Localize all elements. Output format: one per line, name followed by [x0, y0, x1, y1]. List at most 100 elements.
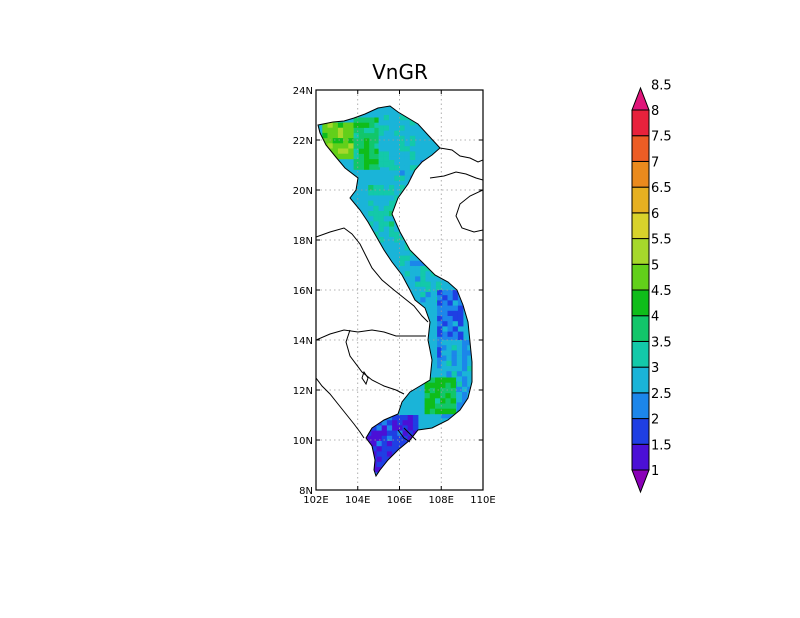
- heat-cell: [348, 132, 354, 139]
- heat-cell: [327, 132, 333, 139]
- heat-cell: [322, 132, 328, 139]
- heat-cell: [358, 143, 365, 149]
- colorbar-label: 3.5: [651, 335, 672, 350]
- x-tick-label: 102E: [303, 495, 328, 506]
- heat-cell: [399, 255, 405, 262]
- heat-cell: [378, 115, 385, 121]
- heat-cell: [409, 125, 416, 131]
- heat-cell: [368, 221, 374, 227]
- colorbar-label: 1.5: [651, 438, 672, 453]
- heat-cell: [397, 467, 403, 473]
- heat-cell: [394, 195, 400, 201]
- heat-cell: [392, 461, 398, 468]
- heat-cell: [409, 170, 416, 176]
- heat-cell: [446, 350, 452, 356]
- heat-cell: [462, 407, 468, 414]
- heat-cell: [392, 425, 398, 431]
- heat-cell: [437, 336, 443, 343]
- heat-cell: [376, 441, 382, 447]
- heat-cell: [430, 276, 437, 282]
- heat-cell: [451, 371, 458, 377]
- heat-cell: [364, 127, 370, 134]
- heat-cell: [366, 435, 372, 442]
- heat-cell: [373, 205, 379, 212]
- heat-cell: [435, 393, 441, 399]
- heat-cell: [447, 310, 453, 317]
- heat-cell: [445, 403, 451, 409]
- heat-cell: [399, 205, 405, 212]
- heat-cell: [447, 305, 453, 312]
- heat-cell: [382, 477, 388, 483]
- heat-cell: [409, 141, 416, 147]
- heat-cell: [373, 211, 379, 217]
- heat-cell: [381, 420, 388, 426]
- heat-cell: [412, 415, 419, 421]
- heat-cell: [381, 441, 388, 447]
- heat-cell: [374, 117, 380, 123]
- heat-cell: [437, 347, 443, 353]
- heat-cell: [420, 281, 426, 288]
- heat-cell: [376, 472, 382, 476]
- heat-cell: [441, 240, 447, 246]
- heat-cell: [322, 153, 328, 160]
- heat-cell: [404, 292, 411, 298]
- heat-cell: [378, 211, 385, 217]
- heat-cell: [399, 271, 405, 277]
- heat-cell: [397, 451, 403, 457]
- y-tick-label: 8N: [299, 486, 313, 497]
- heat-cell: [383, 161, 390, 168]
- heat-cell: [387, 477, 393, 483]
- colorbar-label: 6: [651, 207, 659, 222]
- heat-cell: [394, 180, 400, 187]
- heat-cell: [441, 355, 447, 362]
- heat-cell: [467, 355, 472, 362]
- heat-cell: [332, 127, 339, 134]
- heat-cell: [378, 156, 385, 163]
- heat-cell: [373, 195, 379, 201]
- heat-cell: [446, 345, 452, 351]
- heat-cell: [376, 456, 382, 463]
- heat-cell: [441, 255, 447, 262]
- heat-cell: [394, 135, 400, 142]
- heat-cell: [386, 435, 393, 442]
- heat-cell: [383, 115, 390, 121]
- heat-cell: [456, 386, 463, 393]
- heat-cell: [424, 382, 431, 389]
- heat-cell: [451, 350, 458, 356]
- heat-cell: [399, 141, 405, 147]
- heat-cell: [457, 326, 464, 332]
- heat-cell: [404, 175, 411, 182]
- colorbar-label: 2.5: [651, 387, 672, 402]
- heat-cell: [409, 156, 416, 163]
- heat-cell: [381, 430, 388, 437]
- river-mouth: [397, 429, 411, 443]
- heat-cell: [429, 377, 436, 383]
- heat-cell: [368, 200, 374, 207]
- heat-cell: [371, 435, 377, 442]
- heat-cell: [457, 336, 464, 343]
- vietnam-outline: [317, 105, 473, 478]
- heat-cell: [337, 127, 344, 134]
- heat-cell: [378, 120, 385, 126]
- heat-cell: [371, 415, 377, 421]
- heat-cell: [383, 135, 390, 142]
- heat-cell: [327, 127, 333, 134]
- heat-cell: [394, 185, 400, 191]
- heat-cell: [450, 398, 457, 404]
- heat-cell: [415, 240, 421, 246]
- heat-cell: [425, 281, 431, 288]
- colorbar-segment: [631, 443, 650, 471]
- heat-cell: [441, 340, 447, 346]
- heat-cell: [369, 153, 375, 160]
- heat-cell: [412, 467, 419, 473]
- heat-cell: [409, 266, 416, 272]
- colorbar-segment: [631, 315, 650, 342]
- heat-cell: [437, 362, 443, 369]
- heat-cell: [366, 446, 372, 452]
- heat-cell: [368, 205, 374, 212]
- heat-cell: [389, 141, 395, 147]
- heat-cell: [447, 316, 453, 322]
- heat-cell: [332, 148, 339, 154]
- heat-cell: [337, 138, 344, 144]
- heat-cell: [366, 451, 372, 457]
